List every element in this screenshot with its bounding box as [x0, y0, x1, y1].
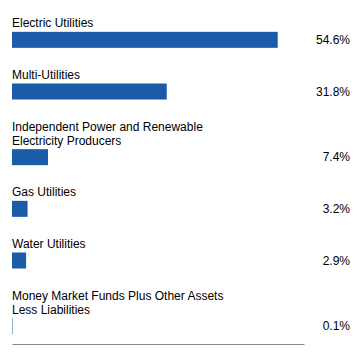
category-label: Water Utilities	[12, 237, 86, 251]
bars	[12, 32, 278, 334]
value-label: 31.8%	[316, 85, 350, 99]
x-axis-line	[13, 344, 305, 345]
category-labels: Electric Utilities Multi-Utilities Indepen…	[12, 16, 223, 316]
value-label: 7.4%	[323, 150, 351, 164]
value-label: 3.2%	[323, 202, 351, 216]
category-label: Independent Power and RenewableElectrici…	[12, 120, 203, 148]
x-axis	[13, 344, 305, 345]
chart: Electric Utilities Multi-Utilities Indepen…	[0, 0, 360, 356]
category-label-line: Electricity Producers	[12, 134, 121, 148]
bar	[12, 201, 28, 217]
category-label-line: Independent Power and Renewable	[12, 120, 203, 134]
value-labels: 54.6% 31.8% 7.4% 3.2% 2.9% 0.1%	[316, 33, 350, 333]
category-label-line: Water Utilities	[12, 237, 86, 251]
category-label: Multi-Utilities	[12, 68, 80, 82]
category-label: Electric Utilities	[12, 16, 93, 30]
category-label-line: Money Market Funds Plus Other Assets	[12, 289, 223, 303]
bar	[12, 318, 13, 334]
category-label-line: Gas Utilities	[12, 185, 76, 199]
bar	[12, 84, 167, 100]
value-label: 2.9%	[323, 254, 351, 268]
value-label: 0.1%	[323, 319, 351, 333]
category-label: Gas Utilities	[12, 185, 76, 199]
bar	[12, 149, 48, 165]
category-label-line: Electric Utilities	[12, 16, 93, 30]
category-label-line: Multi-Utilities	[12, 68, 80, 82]
bar	[12, 253, 26, 269]
category-label: Money Market Funds Plus Other AssetsLess…	[12, 289, 223, 317]
value-label: 54.6%	[316, 33, 350, 47]
category-label-line: Less Liabilities	[12, 303, 90, 317]
bar	[12, 32, 278, 48]
